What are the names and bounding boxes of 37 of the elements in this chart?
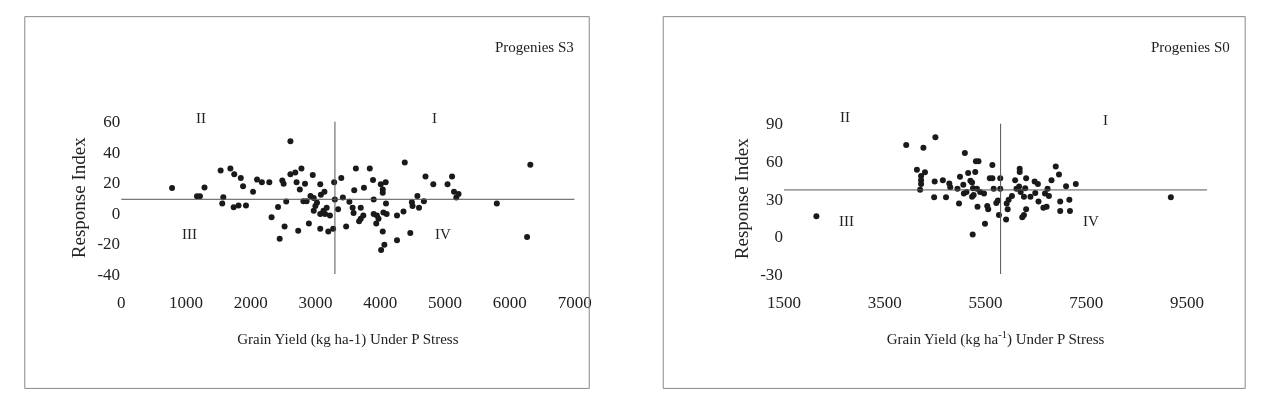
x-tick-label: 1000 (168, 293, 203, 313)
annotation: IV (1083, 213, 1099, 229)
x-axis-title: Grain Yield (kg ha$^{-1}$) Under P Stress (886, 328, 1105, 349)
x-tick-label: 6000 (492, 293, 527, 313)
y-tick-label: -20 (97, 234, 121, 254)
x-tick-label: 5500 (968, 293, 1003, 313)
y-tick-label: 60 (103, 112, 121, 132)
y-tick-label: 90 (765, 114, 783, 134)
annotation: III (182, 226, 197, 242)
y-tick-label: 60 (765, 152, 783, 172)
x-tick-label: 2000 (233, 293, 268, 313)
y-axis-title: Response Index (68, 136, 90, 259)
x-axis-title: Grain Yield (kg ha-1) Under P Stress (237, 331, 459, 349)
chart-title: Progenies S3 (495, 39, 574, 55)
x-tick-label: 1500 (766, 293, 801, 313)
x-tick-label: 5000 (428, 293, 463, 313)
y-tick-label: 40 (103, 142, 121, 162)
x-tick-label: 3000 (298, 293, 333, 313)
y-tick-label: 30 (765, 189, 783, 209)
annotation: II (196, 110, 206, 126)
annotation: IV (435, 226, 451, 242)
y-tick-label: 0 (774, 227, 783, 247)
annotation: I (432, 110, 437, 126)
y-tick-label: -30 (760, 264, 783, 284)
x-tick-label: 7000 (557, 293, 592, 313)
x-tick-label: 3500 (867, 293, 902, 313)
y-tick-label: 20 (103, 173, 121, 193)
chart-title: Progenies S0 (1151, 39, 1230, 55)
annotation: III (839, 213, 854, 229)
annotation: I (1103, 112, 1108, 128)
y-axis-title: Response Index (731, 137, 753, 260)
x-tick-label: 9500 (1170, 293, 1205, 313)
y-tick-label: 0 (111, 203, 121, 223)
annotation: II (840, 109, 850, 125)
y-tick-label: -40 (97, 264, 121, 284)
x-tick-label: 7500 (1069, 293, 1104, 313)
x-tick-label: 4000 (363, 293, 398, 313)
